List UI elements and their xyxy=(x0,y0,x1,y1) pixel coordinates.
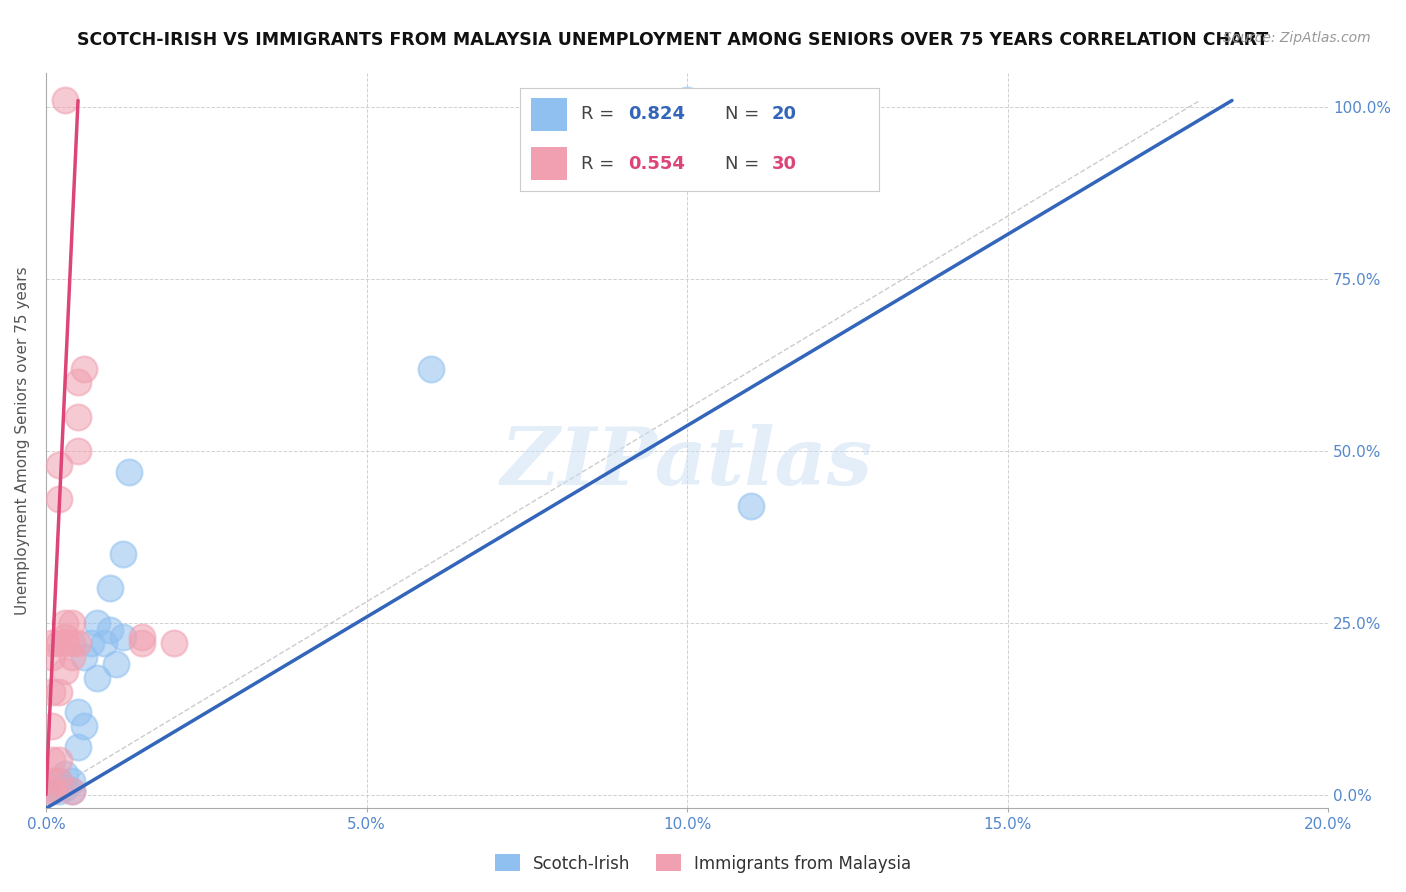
Point xyxy=(60,784,83,798)
Point xyxy=(66,739,89,754)
Point xyxy=(41,784,63,798)
Point xyxy=(111,547,134,561)
Point xyxy=(60,650,83,665)
Text: SCOTCH-IRISH VS IMMIGRANTS FROM MALAYSIA UNEMPLOYMENT AMONG SENIORS OVER 75 YEAR: SCOTCH-IRISH VS IMMIGRANTS FROM MALAYSIA… xyxy=(77,31,1268,49)
Point xyxy=(53,636,76,650)
Point xyxy=(73,361,96,376)
Point xyxy=(41,780,63,795)
Point xyxy=(41,773,63,788)
Point xyxy=(419,361,441,376)
Point xyxy=(66,409,89,424)
Point xyxy=(93,636,115,650)
Point xyxy=(86,671,108,685)
Point xyxy=(53,94,76,108)
Y-axis label: Unemployment Among Seniors over 75 years: Unemployment Among Seniors over 75 years xyxy=(15,267,30,615)
Point xyxy=(105,657,128,671)
Point xyxy=(80,636,103,650)
Point xyxy=(41,753,63,767)
Point xyxy=(41,684,63,698)
Point xyxy=(48,684,70,698)
Point xyxy=(48,636,70,650)
Text: Source: ZipAtlas.com: Source: ZipAtlas.com xyxy=(1223,31,1371,45)
Point xyxy=(66,636,89,650)
Point xyxy=(41,636,63,650)
Point xyxy=(48,458,70,472)
Point xyxy=(131,630,153,644)
Point xyxy=(48,773,70,788)
Point xyxy=(131,636,153,650)
Point xyxy=(98,623,121,637)
Point xyxy=(48,784,70,798)
Point xyxy=(60,773,83,788)
Point xyxy=(41,650,63,665)
Point xyxy=(98,582,121,596)
Point xyxy=(53,664,76,678)
Point xyxy=(73,719,96,733)
Point xyxy=(86,615,108,630)
Point xyxy=(60,615,83,630)
Point xyxy=(118,465,141,479)
Point xyxy=(163,636,186,650)
Point xyxy=(73,650,96,665)
Point xyxy=(41,784,63,798)
Text: ZIPatlas: ZIPatlas xyxy=(501,424,873,501)
Point xyxy=(48,753,70,767)
Point xyxy=(66,376,89,390)
Point xyxy=(66,705,89,719)
Point xyxy=(53,780,76,795)
Point xyxy=(53,630,76,644)
Point xyxy=(60,784,83,798)
Point xyxy=(740,499,762,513)
Point xyxy=(48,492,70,507)
Point xyxy=(111,630,134,644)
Point xyxy=(41,719,63,733)
Point xyxy=(48,773,70,788)
Legend: Scotch-Irish, Immigrants from Malaysia: Scotch-Irish, Immigrants from Malaysia xyxy=(488,847,918,880)
Point xyxy=(53,615,76,630)
Point xyxy=(53,767,76,781)
Point xyxy=(66,444,89,458)
Point xyxy=(60,636,83,650)
Point xyxy=(676,94,699,108)
